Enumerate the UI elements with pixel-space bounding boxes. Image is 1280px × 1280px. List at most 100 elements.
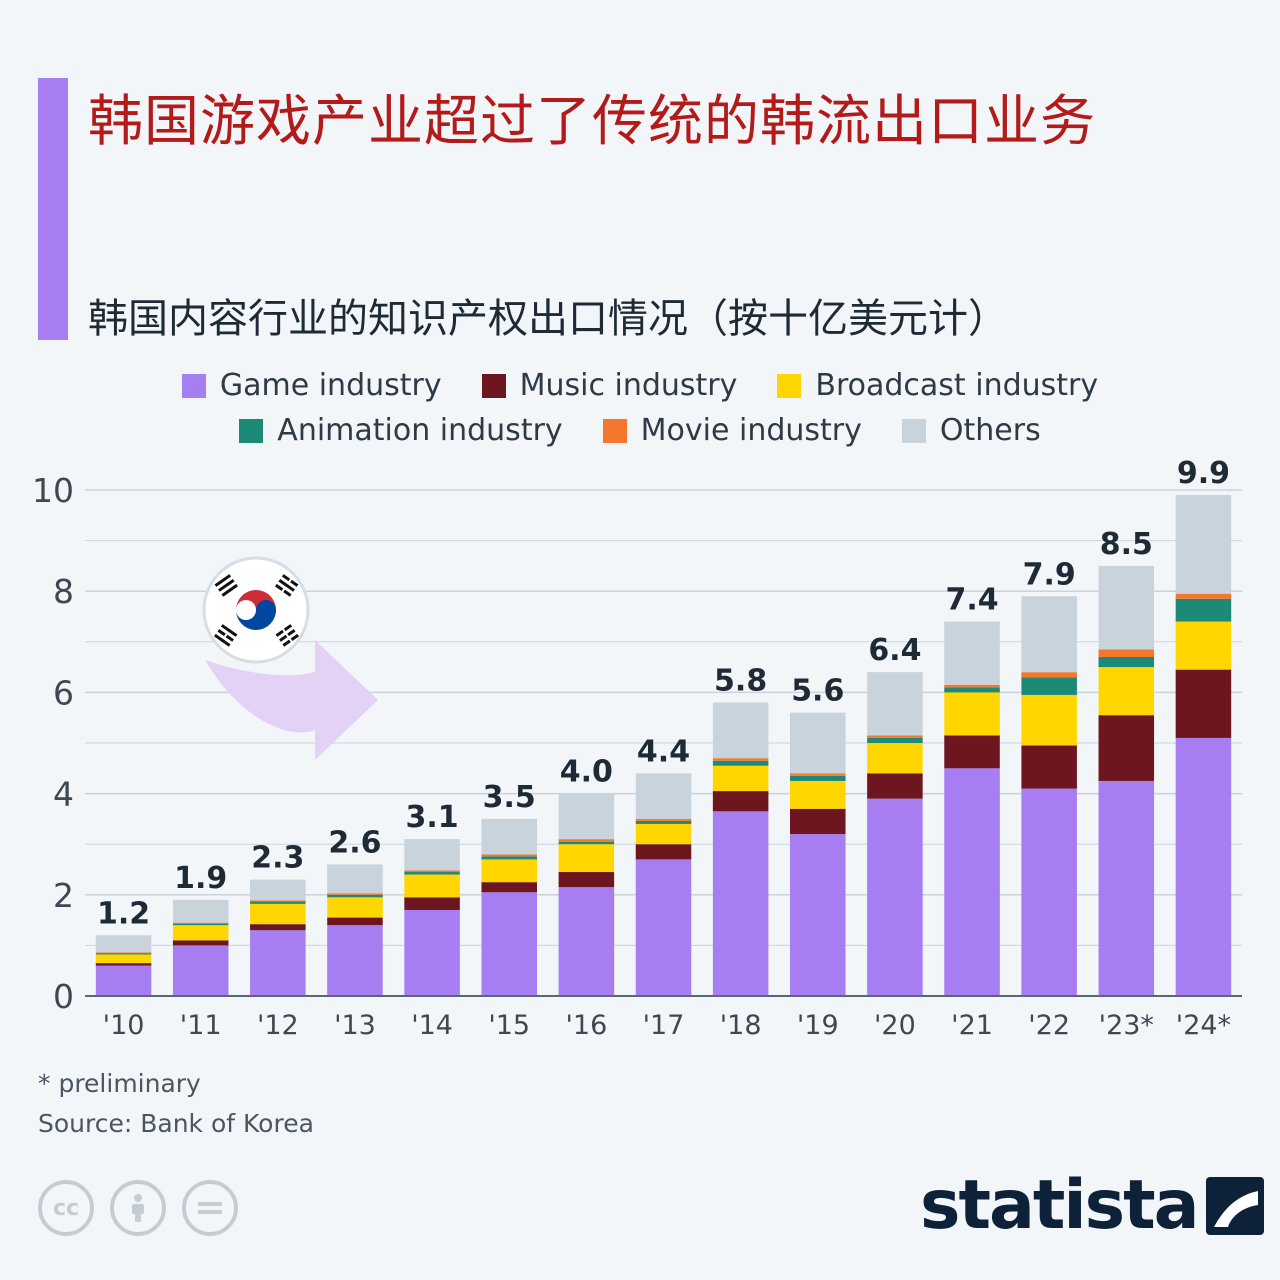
bar-segment bbox=[250, 900, 306, 902]
bar-segment bbox=[95, 935, 152, 953]
bar-segment bbox=[635, 859, 692, 996]
attribution-icon[interactable] bbox=[110, 1180, 166, 1236]
bar-segment bbox=[944, 621, 1000, 685]
source-link[interactable]: Source: Bank of Korea bbox=[38, 1109, 314, 1138]
bar-segment bbox=[712, 791, 769, 812]
bar-segment bbox=[481, 859, 538, 883]
x-tick-label: '12 bbox=[257, 1010, 299, 1041]
bar-total-label: 1.2 bbox=[97, 896, 150, 931]
bar-total-label: 1.9 bbox=[174, 861, 227, 896]
legend-label-broadcast: Broadcast industry bbox=[815, 368, 1099, 403]
bar-segment bbox=[558, 844, 615, 873]
bar-segment bbox=[867, 743, 923, 774]
bar-total-label: 5.8 bbox=[714, 664, 767, 699]
bar-segment bbox=[558, 887, 615, 996]
page-title: 韩国游戏产业超过了传统的韩流出口业务 bbox=[88, 89, 1097, 153]
bar-segment bbox=[481, 892, 538, 996]
bar-segment bbox=[250, 903, 306, 925]
labels: 0 2 4 6 8 10 1.2 '10 1.9 '11 2.3 '12 2.6 '13 3.1 '14 3.5… bbox=[32, 456, 1231, 1041]
bar-segment bbox=[944, 684, 1000, 688]
legend-item-animation: Animation industry bbox=[239, 413, 563, 448]
x-tick-label: '20 bbox=[874, 1010, 916, 1041]
bar-segment bbox=[172, 940, 229, 946]
legend-swatch-music bbox=[481, 373, 506, 398]
bar-segment bbox=[867, 735, 923, 738]
legend-row-2: Animation industry Movie industry Others bbox=[239, 413, 1041, 448]
bar-segment bbox=[1021, 788, 1077, 996]
bars bbox=[95, 495, 1232, 996]
bar-segment bbox=[404, 872, 460, 875]
bar-segment bbox=[327, 894, 383, 898]
bar-segment bbox=[1098, 667, 1155, 716]
statista-logo[interactable]: statista bbox=[920, 1172, 1266, 1240]
bar-segment bbox=[789, 780, 846, 809]
bar-segment bbox=[1098, 565, 1155, 650]
bar-segment bbox=[712, 758, 769, 761]
bar-segment bbox=[95, 952, 152, 954]
arrow-decoration bbox=[205, 640, 378, 760]
bar-segment bbox=[1021, 694, 1077, 746]
legend-item-music: Music industry bbox=[481, 368, 737, 403]
bar-segment bbox=[404, 909, 460, 996]
taeguk-blue-icon bbox=[236, 600, 276, 630]
legend-item-movie: Movie industry bbox=[602, 413, 862, 448]
bar-segment bbox=[867, 737, 923, 743]
x-tick-label: '14 bbox=[411, 1010, 453, 1041]
bar-segment bbox=[327, 897, 383, 918]
bar-segment bbox=[712, 760, 769, 766]
bar-segment bbox=[789, 712, 846, 774]
x-tick-label: '21 bbox=[951, 1010, 993, 1041]
trigram-icons bbox=[214, 574, 299, 647]
y-tick-label: 4 bbox=[53, 775, 74, 814]
legend-row-1: Game industry Music industry Broadcast i… bbox=[181, 368, 1099, 403]
bar-segment bbox=[712, 811, 769, 996]
legend-label-animation: Animation industry bbox=[277, 413, 563, 448]
bar-segment bbox=[558, 841, 615, 845]
bar-segment bbox=[404, 874, 460, 898]
legend-item-game: Game industry bbox=[181, 368, 442, 403]
x-tick-label: '13 bbox=[334, 1010, 376, 1041]
notes: * preliminary Source: Bank of Korea bbox=[38, 1064, 314, 1144]
bar-total-label: 7.4 bbox=[945, 583, 998, 618]
bar-segment bbox=[327, 864, 383, 894]
bar-segment bbox=[635, 820, 692, 824]
bar-segment bbox=[1098, 649, 1155, 657]
x-tick-label: '23* bbox=[1099, 1010, 1154, 1041]
bar-segment bbox=[712, 702, 769, 759]
bar-segment bbox=[404, 839, 460, 871]
license-icons: cc bbox=[38, 1180, 238, 1236]
bar-segment bbox=[1175, 669, 1232, 738]
y-tick-label: 2 bbox=[53, 876, 74, 915]
bar-segment bbox=[172, 922, 229, 924]
no-derivatives-icon[interactable] bbox=[182, 1180, 238, 1236]
bar-segment bbox=[867, 773, 923, 799]
y-tick-label: 10 bbox=[32, 471, 74, 510]
bar-total-label: 4.4 bbox=[637, 734, 690, 769]
bar-segment bbox=[635, 823, 692, 845]
bar-total-label: 7.9 bbox=[1023, 557, 1076, 592]
creative-commons-icon[interactable]: cc bbox=[38, 1180, 94, 1236]
bar-segment bbox=[95, 954, 152, 964]
bar-total-label: 6.4 bbox=[868, 633, 921, 668]
bar-total-label: 3.5 bbox=[483, 780, 536, 815]
x-tick-label: '15 bbox=[488, 1010, 530, 1041]
bar-total-label: 5.6 bbox=[791, 674, 844, 709]
legend-swatch-broadcast bbox=[777, 373, 802, 398]
korea-flag-decoration bbox=[202, 556, 378, 760]
legend-item-others: Others bbox=[901, 413, 1041, 448]
x-tick-label: '16 bbox=[565, 1010, 607, 1041]
bar-segment bbox=[944, 692, 1000, 736]
bar-segment bbox=[944, 687, 1000, 693]
bar-segment bbox=[789, 808, 846, 835]
bar-segment bbox=[1098, 715, 1155, 781]
bar-segment bbox=[1098, 656, 1155, 668]
x-tick-label: '22 bbox=[1028, 1010, 1070, 1041]
bar-segment bbox=[1021, 672, 1077, 678]
bar-segment bbox=[1175, 495, 1232, 594]
bar-segment bbox=[944, 735, 1000, 769]
footnote: * preliminary bbox=[38, 1069, 201, 1098]
bar-segment bbox=[1175, 737, 1232, 996]
x-tick-label: '10 bbox=[103, 1010, 145, 1041]
bar-segment bbox=[95, 965, 152, 996]
bar-segment bbox=[1175, 593, 1232, 599]
